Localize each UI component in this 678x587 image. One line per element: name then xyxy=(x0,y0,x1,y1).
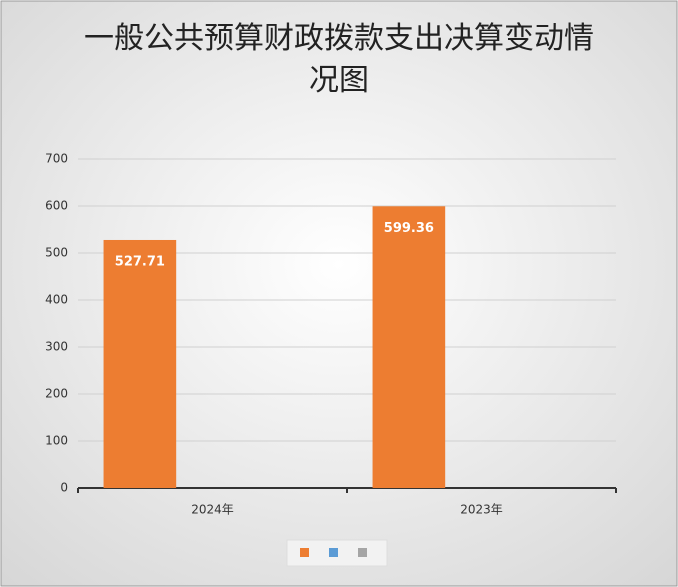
y-tick-label: 100 xyxy=(45,434,68,448)
value-label: 527.71 xyxy=(115,254,165,269)
bar xyxy=(103,239,177,488)
legend-swatch xyxy=(358,548,367,557)
y-tick-label: 500 xyxy=(45,246,68,260)
chart-title: 一般公共预算财政拨款支出决算变动情况图 xyxy=(84,21,594,98)
y-tick-label: 300 xyxy=(45,340,68,354)
y-tick-label: 600 xyxy=(45,199,68,213)
y-tick-label: 200 xyxy=(45,387,68,401)
y-tick-label: 400 xyxy=(45,293,68,307)
x-tick-label: 2024年 xyxy=(191,503,234,517)
y-tick-label: 0 xyxy=(60,481,68,495)
y-tick-label: 700 xyxy=(45,152,68,166)
bar xyxy=(372,206,446,489)
value-label: 599.36 xyxy=(384,221,434,236)
x-tick-label: 2023年 xyxy=(460,503,503,517)
legend-swatch xyxy=(300,548,309,557)
legend-swatch xyxy=(329,548,338,557)
